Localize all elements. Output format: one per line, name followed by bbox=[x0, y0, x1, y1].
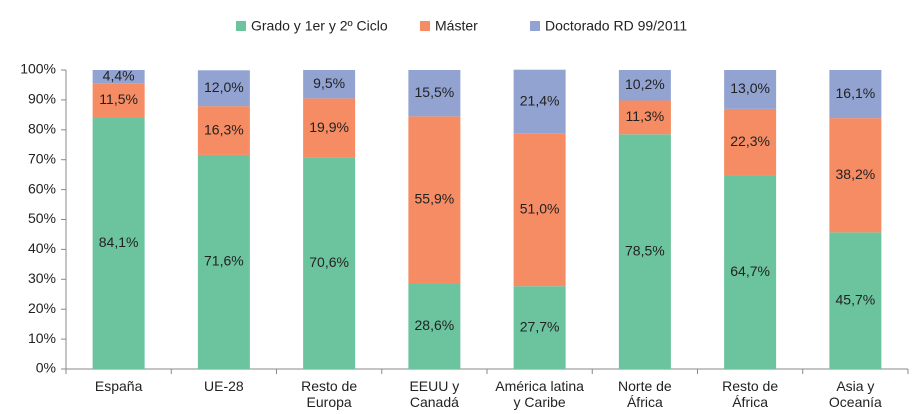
y-tick-label: 80% bbox=[28, 121, 56, 137]
bar-segment bbox=[197, 70, 250, 107]
bar-segment bbox=[408, 70, 461, 117]
value-label: 10,2% bbox=[625, 76, 665, 92]
x-tick-label: España bbox=[94, 378, 143, 394]
bar-segment bbox=[408, 116, 461, 284]
bar-segment bbox=[829, 70, 882, 119]
bar-segment bbox=[829, 118, 882, 233]
value-label: 13,0% bbox=[730, 80, 770, 96]
value-label: 15,5% bbox=[415, 84, 455, 100]
value-label: 64,7% bbox=[730, 263, 770, 279]
value-label: 28,6% bbox=[415, 317, 455, 333]
x-tick-label: UE-28 bbox=[204, 378, 244, 394]
value-label: 16,1% bbox=[836, 85, 876, 101]
y-tick-label: 0% bbox=[36, 360, 56, 376]
y-tick-label: 90% bbox=[28, 91, 56, 107]
bar-segment bbox=[724, 175, 777, 369]
value-label: 84,1% bbox=[99, 234, 139, 250]
value-label: 45,7% bbox=[836, 291, 876, 307]
bar-segment bbox=[92, 117, 145, 369]
bar-segment bbox=[197, 154, 250, 369]
value-label: 22,3% bbox=[730, 133, 770, 149]
legend-label: Doctorado RD 99/2011 bbox=[545, 18, 687, 34]
bar-segment bbox=[92, 83, 145, 118]
value-label: 27,7% bbox=[520, 318, 560, 334]
y-tick-label: 70% bbox=[28, 150, 56, 166]
y-tick-label: 50% bbox=[28, 210, 56, 226]
legend-swatch bbox=[236, 21, 246, 31]
bar-segment bbox=[303, 98, 356, 158]
legend-swatch bbox=[420, 21, 430, 31]
value-label: 71,6% bbox=[204, 253, 244, 269]
x-tick-label: Asia y Oceanía bbox=[828, 378, 882, 410]
legend-swatch bbox=[530, 21, 540, 31]
value-label: 4,4% bbox=[103, 67, 135, 83]
bar-segment bbox=[408, 283, 461, 369]
bar-segment bbox=[513, 133, 566, 287]
bar-segment bbox=[618, 70, 671, 101]
value-label: 78,5% bbox=[625, 242, 665, 258]
x-tick-label: Resto de África bbox=[722, 378, 779, 410]
bar-segment bbox=[618, 100, 671, 135]
x-tick-label: EEUU y Canadá bbox=[409, 378, 460, 410]
legend-label: Grado y 1er y 2º Ciclo bbox=[251, 18, 388, 34]
value-label: 9,5% bbox=[313, 75, 345, 91]
value-label: 19,9% bbox=[309, 119, 349, 135]
bar-segment bbox=[92, 70, 145, 84]
bar-segment bbox=[724, 108, 777, 176]
legend-label: Máster bbox=[435, 18, 478, 34]
value-label: 16,3% bbox=[204, 121, 244, 137]
y-tick-label: 10% bbox=[28, 330, 56, 346]
bar-segment bbox=[197, 106, 250, 155]
bar-segment bbox=[618, 134, 671, 369]
value-label: 11,5% bbox=[99, 91, 138, 107]
value-label: 70,6% bbox=[309, 254, 349, 270]
bar-segment bbox=[303, 70, 356, 99]
value-label: 38,2% bbox=[836, 166, 876, 182]
value-label: 12,0% bbox=[204, 79, 244, 95]
value-label: 21,4% bbox=[520, 92, 560, 108]
bar-segment bbox=[829, 232, 882, 369]
y-tick-label: 20% bbox=[28, 300, 56, 316]
bar-segment bbox=[513, 69, 566, 134]
value-label: 55,9% bbox=[415, 191, 455, 207]
x-tick-label: América latina y Caribe bbox=[495, 378, 584, 410]
bar-segment bbox=[513, 286, 566, 369]
y-tick-label: 60% bbox=[28, 180, 56, 196]
value-label: 11,3% bbox=[626, 108, 665, 124]
y-tick-label: 30% bbox=[28, 270, 56, 286]
bar-segment bbox=[724, 70, 777, 109]
y-tick-label: 40% bbox=[28, 240, 56, 256]
x-tick-label: Resto de Europa bbox=[301, 378, 358, 410]
x-tick-label: Norte de África bbox=[618, 378, 672, 410]
bar-segment bbox=[303, 157, 356, 369]
value-label: 51,0% bbox=[520, 201, 560, 217]
y-tick-label: 100% bbox=[20, 61, 56, 77]
